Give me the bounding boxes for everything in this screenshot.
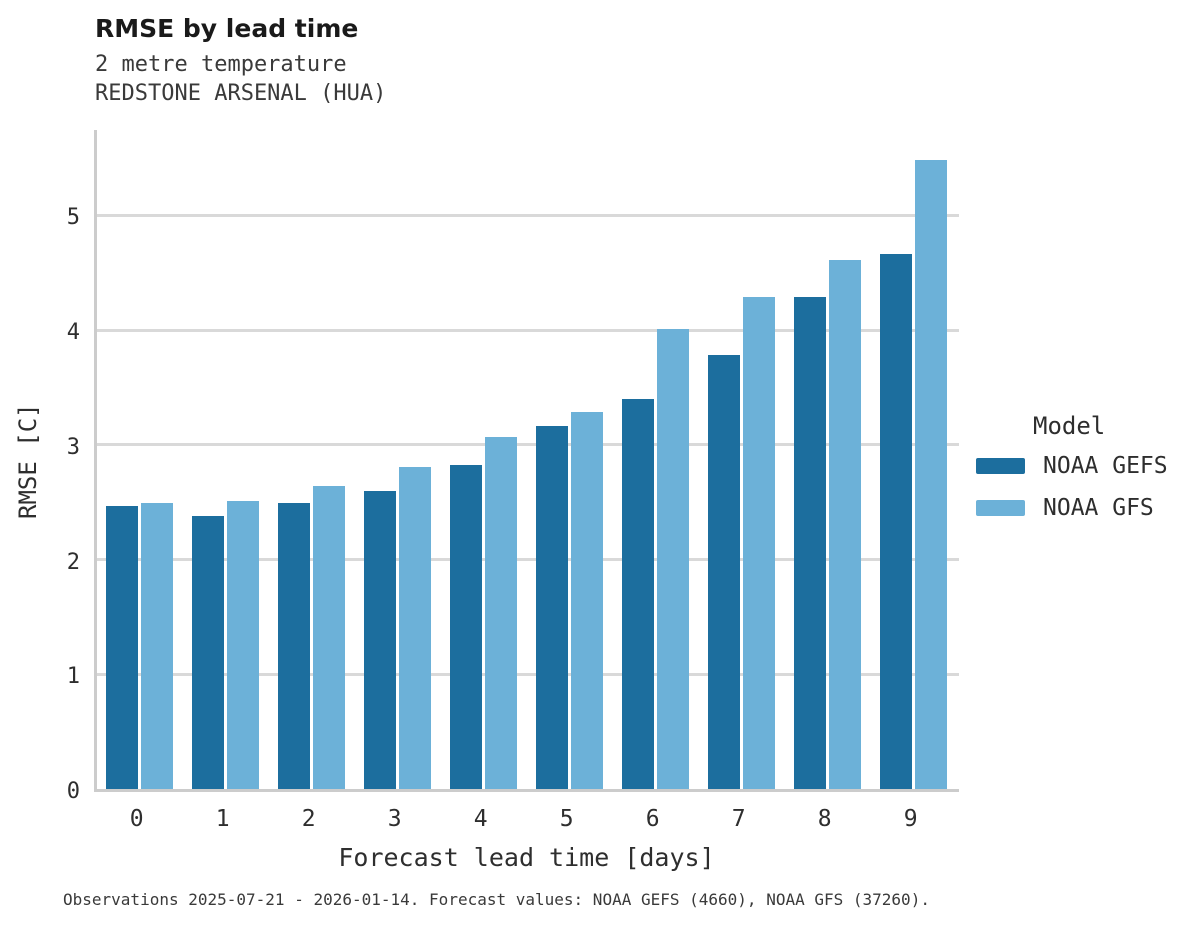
x-tick-label-1: 1 [215, 806, 230, 832]
x-tick-label-3: 3 [387, 806, 402, 832]
bar-noaa-gefs-lead-2 [278, 503, 311, 789]
bar-noaa-gfs-lead-5 [571, 411, 604, 789]
chart-header: RMSE by lead time 2 metre temperature RE… [95, 14, 386, 108]
bar-noaa-gfs-lead-6 [657, 328, 690, 789]
x-tick-label-9: 9 [903, 806, 918, 832]
legend: Model NOAA GEFS NOAA GFS [976, 412, 1191, 537]
x-tick-label-6: 6 [645, 806, 660, 832]
y-tick-label-2: 2 [66, 549, 80, 575]
gridline-y-4 [97, 328, 959, 332]
bar-noaa-gefs-lead-6 [622, 398, 655, 789]
bar-noaa-gfs-lead-9 [915, 160, 948, 789]
y-tick-label-5: 5 [66, 205, 80, 231]
legend-title: Model [1033, 412, 1106, 440]
bar-noaa-gefs-lead-9 [880, 254, 913, 789]
legend-label-noaa-gefs: NOAA GEFS [1043, 453, 1168, 479]
x-axis-title: Forecast lead time [days] [338, 843, 715, 872]
bar-noaa-gefs-lead-7 [708, 355, 741, 789]
chart-title: RMSE by lead time [95, 14, 359, 43]
bar-noaa-gfs-lead-7 [743, 296, 776, 789]
bar-noaa-gefs-lead-4 [450, 465, 483, 789]
y-tick-label-0: 0 [66, 779, 80, 804]
x-tick-label-5: 5 [559, 806, 574, 832]
bar-noaa-gfs-lead-2 [313, 486, 346, 789]
bar-noaa-gfs-lead-8 [829, 260, 862, 789]
y-tick-label-1: 1 [66, 664, 80, 690]
legend-swatch-noaa-gefs [976, 458, 1025, 474]
bar-noaa-gfs-lead-0 [141, 503, 174, 789]
y-axis-title: RMSE [C] [14, 403, 42, 519]
bar-noaa-gfs-lead-4 [485, 436, 518, 789]
footer-note: Observations 2025-07-21 - 2026-01-14. Fo… [63, 890, 930, 909]
chart-subtitle-variable: 2 metre temperature [95, 52, 347, 77]
x-tick-label-0: 0 [129, 806, 144, 832]
bar-noaa-gefs-lead-0 [106, 505, 139, 789]
gridline-y-5 [97, 213, 959, 217]
bar-noaa-gfs-lead-1 [227, 501, 260, 789]
x-tick-label-8: 8 [817, 806, 832, 832]
plot-area [94, 130, 959, 792]
gridline-y-1 [97, 672, 959, 676]
legend-label-noaa-gfs: NOAA GFS [1043, 495, 1154, 521]
bar-noaa-gefs-lead-3 [364, 490, 397, 789]
x-tick-label-4: 4 [473, 806, 488, 832]
chart-subtitle-station: REDSTONE ARSENAL (HUA) [95, 81, 387, 106]
gridline-y-2 [97, 558, 959, 562]
x-tick-label-2: 2 [301, 806, 316, 832]
legend-entry-noaa-gefs: NOAA GEFS [976, 453, 1191, 479]
bar-noaa-gefs-lead-5 [536, 426, 569, 789]
x-tick-label-7: 7 [731, 806, 746, 832]
bar-noaa-gefs-lead-8 [794, 296, 827, 789]
legend-entry-noaa-gfs: NOAA GFS [976, 495, 1191, 521]
bar-noaa-gefs-lead-1 [192, 515, 225, 789]
gridline-y-3 [97, 443, 959, 447]
y-tick-label-4: 4 [66, 320, 80, 346]
legend-swatch-noaa-gfs [976, 500, 1025, 516]
bar-noaa-gfs-lead-3 [399, 466, 432, 789]
y-tick-label-3: 3 [66, 434, 80, 460]
